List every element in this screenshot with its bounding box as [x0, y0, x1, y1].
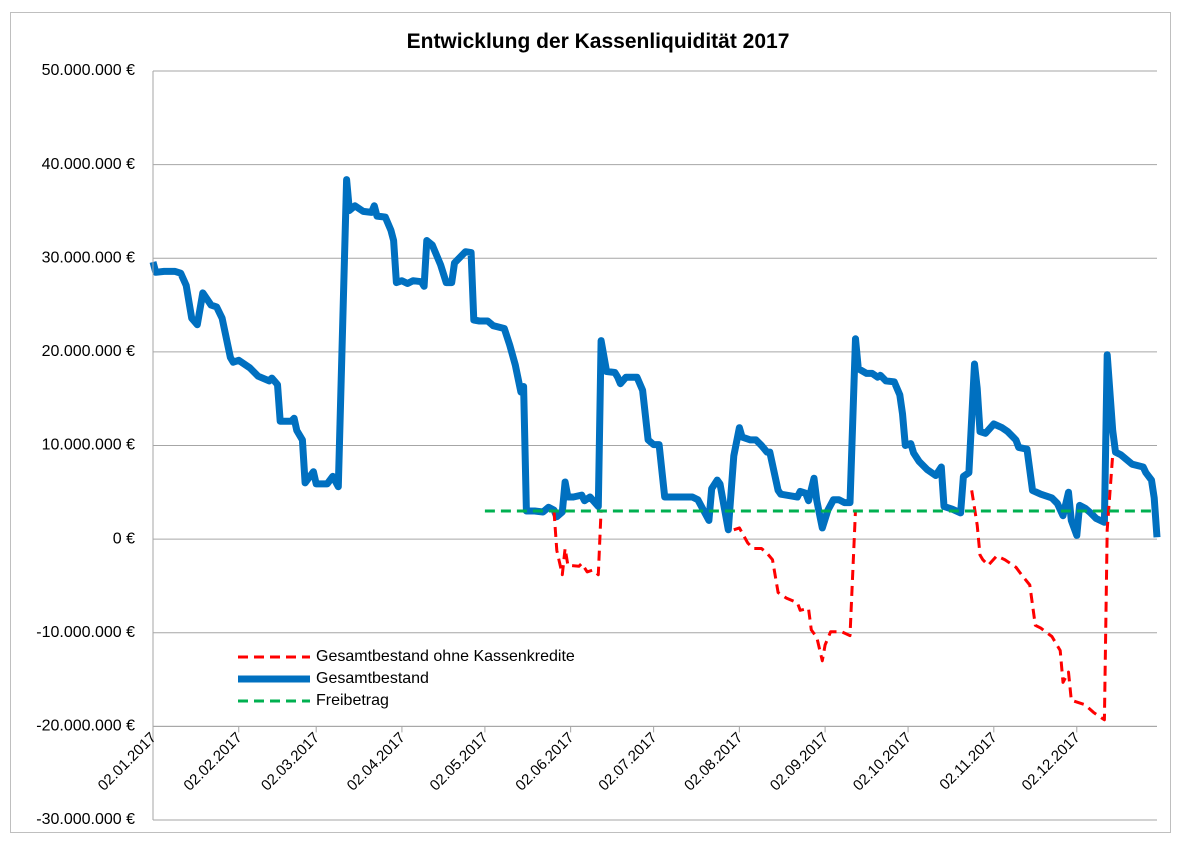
- series-line: [149, 176, 1161, 539]
- y-tick-label: -10.000.000 €: [36, 624, 135, 641]
- legend-label: Gesamtbestand: [316, 670, 429, 687]
- legend-label: Gesamtbestand ohne Kassenkredite: [316, 648, 575, 665]
- y-tick-label: 50.000.000 €: [42, 62, 136, 79]
- y-tick-label: -30.000.000 €: [36, 811, 135, 828]
- y-tick-label: -20.000.000 €: [36, 718, 135, 735]
- plot-area: [149, 176, 1161, 722]
- y-tick-label: 20.000.000 €: [42, 343, 136, 360]
- y-tick-label: 10.000.000 €: [42, 437, 136, 454]
- series-line: [970, 454, 1115, 722]
- series-line: [552, 510, 603, 577]
- grid: [153, 70, 1157, 821]
- y-tick-label: 0 €: [113, 530, 135, 547]
- chart-title: Entwicklung der Kassenliquidität 2017: [407, 30, 790, 53]
- series-line: [733, 510, 857, 663]
- y-tick-label: 30.000.000 €: [42, 249, 136, 266]
- legend: Gesamtbestand ohne Kassenkredite Gesamtbe…: [238, 648, 575, 709]
- legend-label: Freibetrag: [316, 692, 389, 709]
- y-tick-label: 40.000.000 €: [42, 156, 136, 173]
